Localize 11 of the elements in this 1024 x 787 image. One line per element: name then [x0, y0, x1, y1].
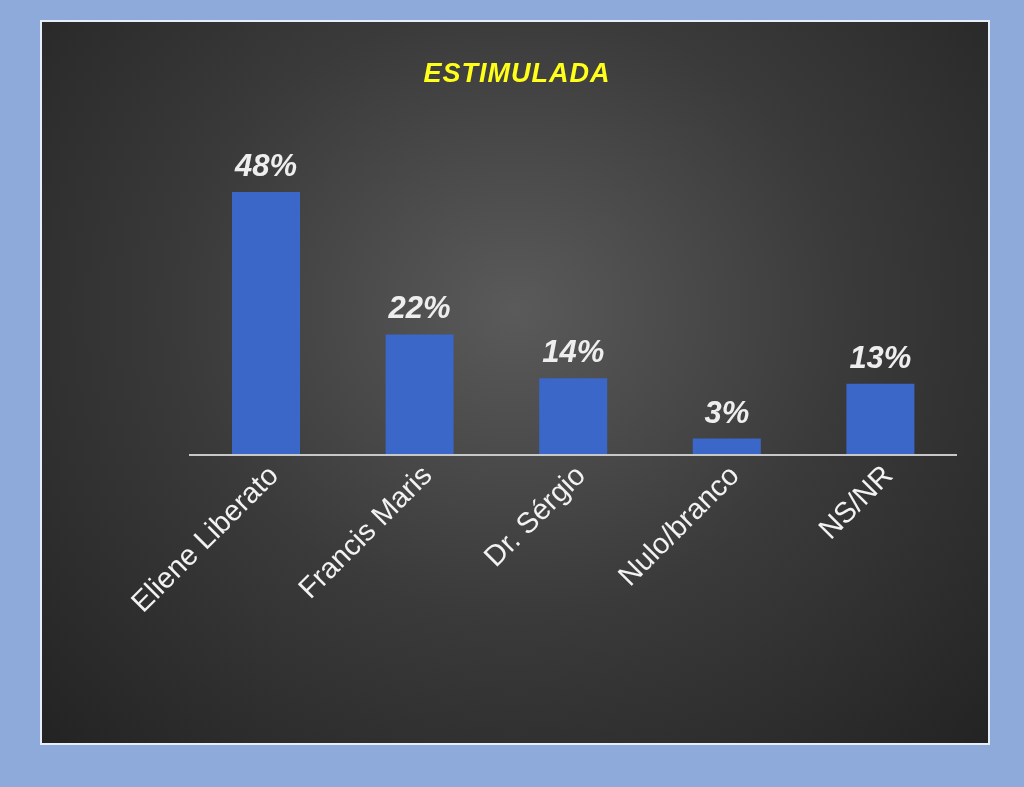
data-label: 13%	[849, 339, 912, 375]
data-label: 3%	[704, 394, 750, 430]
data-label: 14%	[542, 334, 605, 370]
data-label: 48%	[233, 148, 298, 183]
data-label: 22%	[387, 290, 451, 326]
chart-title: ESTIMULADA	[422, 58, 612, 89]
bar	[232, 192, 300, 455]
bar	[846, 383, 915, 455]
bar	[692, 438, 761, 455]
bar	[539, 378, 608, 455]
bar	[385, 334, 454, 455]
